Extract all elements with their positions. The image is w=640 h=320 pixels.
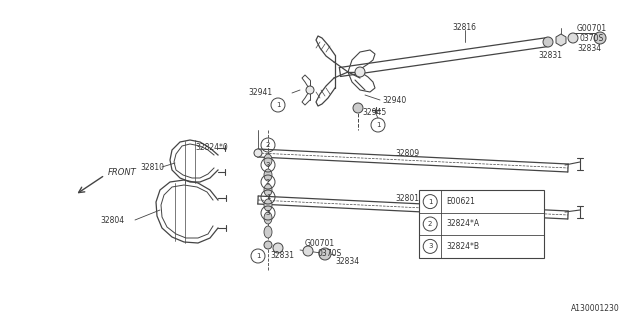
Ellipse shape: [264, 212, 272, 224]
Text: 3: 3: [266, 162, 270, 168]
Text: 1: 1: [256, 253, 260, 259]
Circle shape: [264, 241, 272, 249]
Text: 0370S: 0370S: [580, 34, 604, 43]
Text: 32941: 32941: [248, 87, 272, 97]
Text: G00701: G00701: [577, 23, 607, 33]
Ellipse shape: [264, 226, 272, 238]
Circle shape: [273, 243, 283, 253]
Text: 32824*A: 32824*A: [446, 220, 479, 228]
Circle shape: [306, 86, 314, 94]
Circle shape: [355, 67, 365, 77]
Text: 3: 3: [266, 210, 270, 216]
Text: 32945: 32945: [362, 108, 387, 116]
Text: FRONT: FRONT: [108, 167, 137, 177]
Text: 32824*0: 32824*0: [195, 142, 228, 151]
Text: 2: 2: [266, 142, 270, 148]
Text: 32831: 32831: [270, 251, 294, 260]
Circle shape: [254, 149, 262, 157]
Text: 32834: 32834: [335, 258, 359, 267]
Text: 32810: 32810: [140, 163, 164, 172]
Ellipse shape: [264, 169, 272, 181]
Text: A130001230: A130001230: [572, 304, 620, 313]
Text: 32824*B: 32824*B: [446, 242, 479, 251]
Ellipse shape: [264, 199, 272, 211]
Text: 1: 1: [276, 102, 280, 108]
Circle shape: [543, 37, 553, 47]
Text: G00701: G00701: [305, 238, 335, 247]
Text: 32809: 32809: [395, 148, 419, 157]
Text: 2: 2: [266, 179, 270, 185]
Circle shape: [319, 248, 331, 260]
Text: 2: 2: [428, 221, 433, 227]
Text: 3: 3: [428, 244, 433, 249]
Circle shape: [594, 32, 606, 44]
Circle shape: [568, 33, 578, 43]
Polygon shape: [556, 34, 566, 46]
Text: 32801: 32801: [395, 194, 419, 203]
FancyBboxPatch shape: [419, 190, 544, 258]
Text: E00621: E00621: [446, 197, 475, 206]
Text: 32940: 32940: [382, 95, 406, 105]
Text: 1: 1: [266, 194, 270, 200]
Text: 32816: 32816: [452, 22, 476, 31]
Circle shape: [303, 246, 313, 256]
Text: 32834: 32834: [577, 44, 601, 52]
Text: 1: 1: [428, 199, 433, 204]
Text: 32804: 32804: [100, 215, 124, 225]
Ellipse shape: [264, 184, 272, 196]
Ellipse shape: [264, 154, 272, 166]
Circle shape: [353, 103, 363, 113]
Text: 32831: 32831: [538, 51, 562, 60]
Text: 1: 1: [376, 122, 380, 128]
Text: 0370S: 0370S: [318, 250, 342, 259]
